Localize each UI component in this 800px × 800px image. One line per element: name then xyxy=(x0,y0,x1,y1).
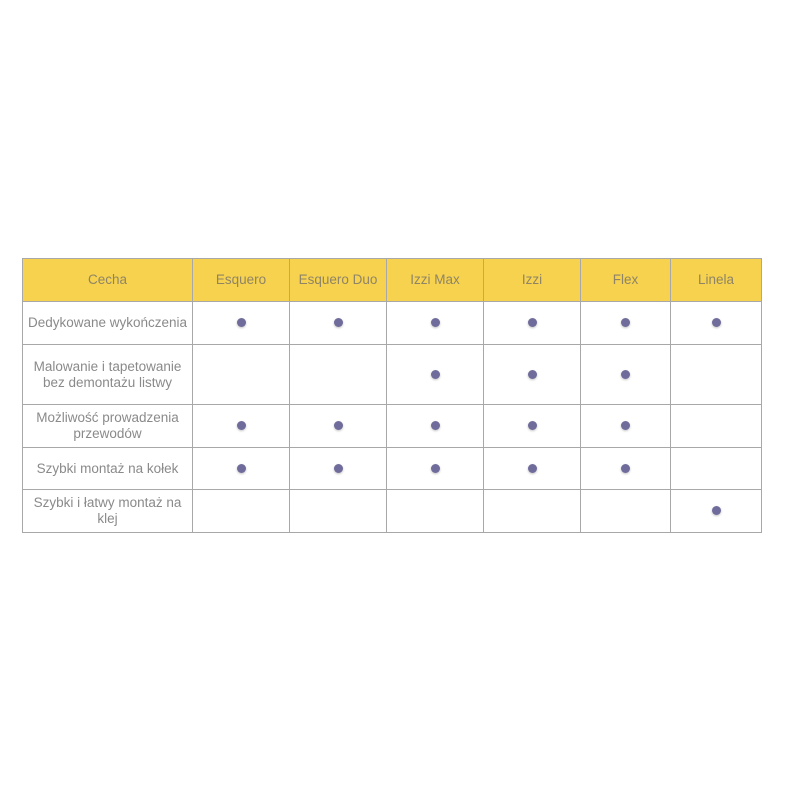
mark-cell xyxy=(386,344,484,405)
dot-icon xyxy=(621,421,630,430)
mark-cell xyxy=(580,404,671,448)
header-cell: Izzi Max xyxy=(386,258,484,302)
dot-icon xyxy=(621,463,630,473)
dot-icon xyxy=(621,318,630,327)
dot-icon xyxy=(711,506,721,515)
table-row: Szybki montaż na kołek xyxy=(22,447,762,490)
mark-cell xyxy=(670,489,762,533)
mark-cell xyxy=(192,344,290,405)
mark-cell xyxy=(670,404,762,448)
mark-cell xyxy=(192,489,290,533)
feature-cell: Szybki montaż na kołek xyxy=(22,447,193,490)
header-cell: Linela xyxy=(670,258,762,302)
mark-cell xyxy=(670,301,762,345)
mark-cell xyxy=(483,344,581,405)
mark-cell xyxy=(483,301,581,345)
mark-cell xyxy=(670,344,762,405)
feature-cell: Możliwość prowadzenia przewodów xyxy=(22,404,193,448)
mark-cell xyxy=(192,447,290,490)
feature-cell: Szybki i łatwy montaż na klej xyxy=(22,489,193,533)
comparison-table: Cecha Esquero Esquero Duo Izzi Max Izzi Flex L… xyxy=(22,258,762,533)
mark-cell xyxy=(670,447,762,490)
table-row: Możliwość prowadzenia przewodów xyxy=(22,404,762,448)
header-cell: Esquero Duo xyxy=(289,258,387,302)
dot-icon xyxy=(430,421,440,430)
feature-cell: Dedykowane wykończenia xyxy=(22,301,193,345)
mark-cell xyxy=(289,301,387,345)
dot-icon xyxy=(430,369,440,379)
mark-cell xyxy=(580,301,671,345)
dot-icon xyxy=(527,369,537,379)
dot-icon xyxy=(333,318,343,327)
mark-cell xyxy=(386,447,484,490)
table-row: Szybki i łatwy montaż na klej xyxy=(22,489,762,533)
header-cell: Cecha xyxy=(22,258,193,302)
mark-cell xyxy=(580,344,671,405)
dot-icon xyxy=(621,369,630,379)
mark-cell xyxy=(192,404,290,448)
dot-icon xyxy=(333,463,343,473)
mark-cell xyxy=(289,404,387,448)
dot-icon xyxy=(236,463,246,473)
dot-icon xyxy=(527,421,537,430)
mark-cell xyxy=(192,301,290,345)
table-row: Dedykowane wykończenia xyxy=(22,301,762,345)
header-cell: Esquero xyxy=(192,258,290,302)
dot-icon xyxy=(430,463,440,473)
dot-icon xyxy=(527,318,537,327)
mark-cell xyxy=(483,404,581,448)
mark-cell xyxy=(483,489,581,533)
mark-cell xyxy=(580,447,671,490)
mark-cell xyxy=(289,489,387,533)
header-row: Cecha Esquero Esquero Duo Izzi Max Izzi Flex L… xyxy=(22,258,762,302)
dot-icon xyxy=(236,318,246,327)
feature-cell: Malowanie i tapetowanie bez demontażu li… xyxy=(22,344,193,405)
mark-cell xyxy=(386,301,484,345)
dot-icon xyxy=(236,421,246,430)
mark-cell xyxy=(386,489,484,533)
dot-icon xyxy=(333,421,343,430)
dot-icon xyxy=(430,318,440,327)
dot-icon xyxy=(711,318,721,327)
mark-cell xyxy=(483,447,581,490)
table-row: Malowanie i tapetowanie bez demontażu li… xyxy=(22,344,762,405)
header-cell: Izzi xyxy=(483,258,581,302)
header-cell: Flex xyxy=(580,258,671,302)
mark-cell xyxy=(289,447,387,490)
dot-icon xyxy=(527,463,537,473)
mark-cell xyxy=(580,489,671,533)
mark-cell xyxy=(289,344,387,405)
mark-cell xyxy=(386,404,484,448)
